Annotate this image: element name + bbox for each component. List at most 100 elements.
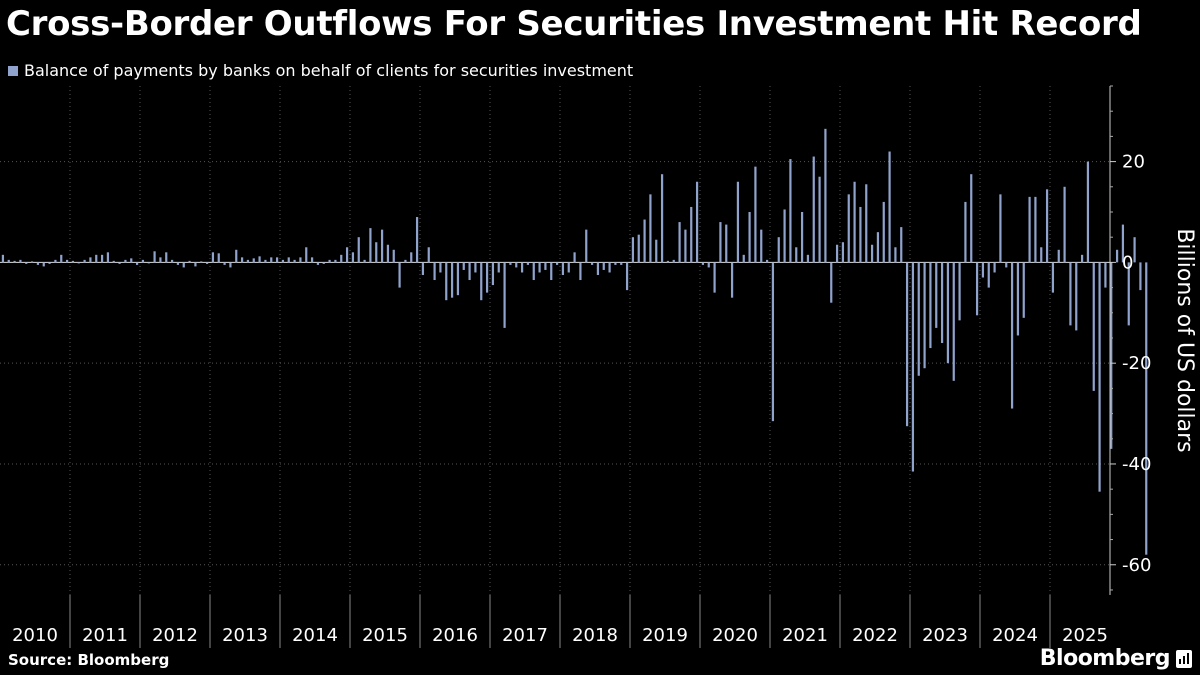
bar (450, 262, 454, 298)
bar (503, 262, 506, 328)
bar (165, 252, 168, 263)
bar (754, 166, 757, 263)
bar (217, 253, 220, 263)
x-tick-label: 2012 (152, 625, 198, 646)
bar (316, 262, 320, 265)
bar (170, 259, 174, 263)
bar (806, 254, 810, 263)
bar (911, 262, 915, 472)
y-axis-label: Billions of US dollars (1172, 228, 1197, 452)
bar (1075, 262, 1078, 331)
bar (625, 262, 629, 291)
x-tick-label: 2025 (1062, 625, 1108, 646)
bar (637, 234, 640, 263)
bar (118, 262, 121, 264)
x-tick-label: 2024 (992, 625, 1038, 646)
bar (240, 257, 244, 263)
x-axis: 2010 2011 2012 2013 2014 2015 2016 2017 2018 2019… (12, 595, 1108, 648)
bar (736, 181, 740, 263)
bar (235, 249, 238, 263)
bar (929, 262, 932, 349)
bar (89, 257, 92, 263)
x-tick-label: 2018 (572, 625, 618, 646)
bar (952, 262, 955, 381)
bar (824, 128, 827, 263)
bar (71, 260, 75, 263)
bar (602, 262, 605, 270)
bar (923, 262, 926, 369)
legend-swatch (8, 65, 18, 76)
y-tick-label: 0 (1122, 252, 1133, 273)
bar (841, 242, 845, 263)
bar (631, 237, 635, 263)
bar (135, 262, 139, 265)
bar (520, 262, 524, 273)
bar (1145, 262, 1148, 555)
bar (561, 262, 565, 275)
bar (468, 262, 471, 281)
bar (474, 262, 477, 273)
bar (993, 262, 996, 273)
bar (415, 217, 419, 263)
bar (678, 222, 681, 263)
bar (1063, 186, 1066, 263)
bar (859, 206, 862, 263)
legend-label: Balance of payments by banks on behalf o… (24, 61, 634, 80)
bar (1092, 262, 1095, 391)
bar (585, 229, 588, 263)
bar (200, 261, 203, 263)
bar (567, 262, 570, 273)
bar (1127, 262, 1130, 326)
bar (608, 262, 611, 273)
bar (935, 262, 938, 328)
y-tick-label: -60 (1122, 555, 1151, 576)
bar (328, 259, 331, 263)
bar (1115, 249, 1119, 263)
bar (270, 257, 273, 263)
bar (60, 254, 63, 263)
bar (509, 262, 512, 265)
bar (614, 262, 617, 265)
bar (830, 262, 833, 303)
bar (1040, 247, 1043, 263)
bar (1139, 262, 1142, 291)
bar (1098, 262, 1101, 492)
bar (480, 262, 483, 301)
bar (847, 194, 850, 263)
bar (42, 262, 45, 267)
y-tick-label: -20 (1122, 353, 1151, 374)
bar (153, 251, 156, 263)
bar (853, 181, 856, 263)
bar (999, 194, 1002, 263)
bar (1045, 189, 1049, 263)
bar (515, 262, 518, 268)
bar (1016, 262, 1020, 336)
bar (655, 239, 658, 263)
bar (13, 260, 16, 263)
bar (1022, 262, 1025, 318)
bar (30, 261, 34, 263)
bar (865, 184, 868, 263)
source-note: Source: Bloomberg (8, 651, 170, 669)
bar (649, 194, 652, 263)
bar (1, 254, 5, 263)
bar (783, 209, 786, 263)
bar (835, 244, 839, 263)
bar (497, 262, 500, 273)
bar (789, 159, 792, 263)
bar (130, 258, 133, 263)
bar (106, 252, 110, 263)
y-tick-label: -40 (1122, 454, 1151, 475)
bar (433, 262, 436, 281)
bar (77, 262, 80, 264)
x-tick-label: 2017 (502, 625, 548, 646)
bar (905, 262, 909, 427)
bar (299, 257, 302, 263)
bar (287, 257, 290, 263)
bar (975, 262, 979, 316)
x-tick-label: 2014 (292, 625, 338, 646)
bar (19, 259, 22, 263)
bar (1110, 262, 1113, 449)
bar (83, 259, 86, 263)
x-tick-label: 2015 (362, 625, 408, 646)
